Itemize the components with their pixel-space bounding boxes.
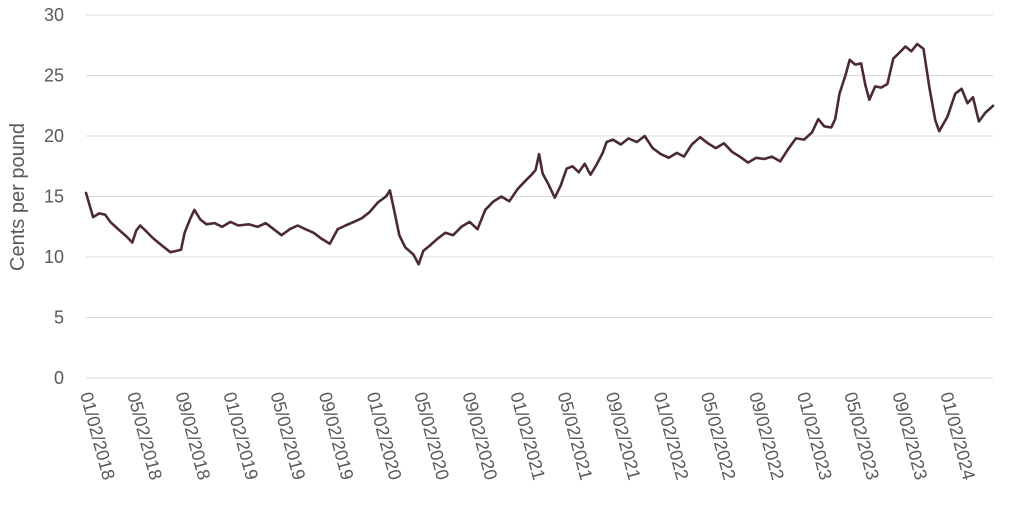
y-tick-label: 20 bbox=[44, 126, 64, 146]
y-tick-label: 15 bbox=[44, 187, 64, 207]
x-tick-label: 05/02/2022 bbox=[697, 390, 740, 482]
x-tick-label: 09/02/2021 bbox=[602, 390, 645, 482]
y-tick-label: 30 bbox=[44, 5, 64, 25]
x-tick-label: 05/02/2018 bbox=[123, 390, 166, 482]
x-tick-label: 09/02/2022 bbox=[745, 390, 788, 482]
series-line-0 bbox=[84, 42, 995, 266]
y-tick-label: 5 bbox=[54, 308, 64, 328]
y-axis-label: Cents per pound bbox=[7, 123, 29, 271]
x-tick-label: 05/02/2020 bbox=[410, 390, 453, 482]
x-tick-label: 05/02/2021 bbox=[554, 390, 597, 482]
x-axis-tick-labels: 01/02/2018 05/02/2018 09/02/2018 01/02/2019… bbox=[76, 390, 979, 482]
x-tick-label: 01/02/2022 bbox=[650, 390, 693, 482]
x-tick-label: 09/02/2023 bbox=[889, 390, 932, 482]
y-tick-label: 10 bbox=[44, 247, 64, 267]
x-tick-label: 01/02/2024 bbox=[936, 390, 979, 482]
x-tick-label: 09/02/2020 bbox=[459, 390, 502, 482]
y-axis-tick-labels: 0 5 10 15 20 25 30 bbox=[44, 5, 64, 388]
x-tick-label: 01/02/2020 bbox=[363, 390, 406, 482]
y-tick-label: 0 bbox=[54, 368, 64, 388]
x-tick-label: 05/02/2023 bbox=[840, 390, 883, 482]
x-tick-label: 01/02/2023 bbox=[793, 390, 836, 482]
x-tick-label: 09/02/2018 bbox=[172, 390, 215, 482]
y-tick-label: 25 bbox=[44, 66, 64, 86]
series-layer bbox=[84, 42, 995, 266]
x-tick-label: 09/02/2019 bbox=[315, 390, 358, 482]
x-tick-label: 01/02/2018 bbox=[76, 390, 119, 482]
gridlines bbox=[86, 14, 993, 379]
x-tick-label: 01/02/2019 bbox=[219, 390, 262, 482]
x-tick-label: 01/02/2021 bbox=[506, 390, 549, 482]
x-tick-label: 05/02/2019 bbox=[267, 390, 310, 482]
